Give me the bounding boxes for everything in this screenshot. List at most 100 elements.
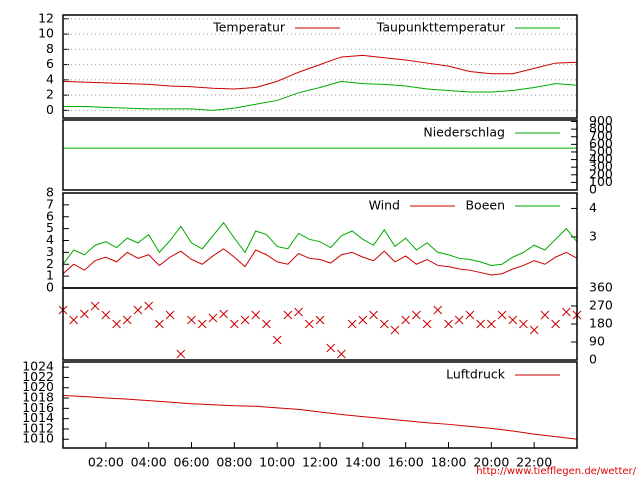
y-tick-label: 1016 <box>22 400 54 415</box>
series-line <box>63 80 578 111</box>
point <box>358 315 368 325</box>
point <box>465 310 475 320</box>
point <box>176 349 186 359</box>
legend-label: Boeen <box>465 198 505 213</box>
series-line <box>62 221 578 266</box>
series-line <box>62 54 578 90</box>
series-line <box>62 394 578 440</box>
point <box>112 319 121 329</box>
y-tick-label: 0 <box>46 102 54 117</box>
point <box>90 301 100 311</box>
y2-tick-label: 180 <box>589 316 613 331</box>
x-tick-label: 16:00 <box>388 455 424 470</box>
y-tick-label: 10 <box>38 26 54 41</box>
y-tick-label: 0 <box>46 280 54 295</box>
point <box>497 310 507 320</box>
point <box>155 319 164 329</box>
series-line <box>62 248 578 276</box>
point <box>529 325 539 335</box>
y-tick-label: 6 <box>46 56 54 71</box>
point <box>540 310 550 320</box>
panel-frame <box>62 287 578 361</box>
x-tick-label: 06:00 <box>173 455 209 470</box>
point <box>401 315 411 325</box>
point <box>379 319 389 329</box>
point <box>454 315 464 325</box>
y-tick-label: 5 <box>46 220 54 235</box>
y2-tick-label: 270 <box>589 298 613 313</box>
point <box>69 315 79 325</box>
point <box>101 310 111 320</box>
point <box>208 313 218 323</box>
y-tick-label: 2 <box>46 256 54 271</box>
y-tick-label: 1 <box>46 268 54 283</box>
y2-tick-label: 0 <box>589 352 597 367</box>
point <box>390 325 400 335</box>
y2-tick-label: 3 <box>589 228 597 243</box>
y-tick-label: 4 <box>46 71 54 86</box>
point <box>444 319 453 329</box>
footer-link: http://www.tiefflegen.de/wetter/ <box>476 466 636 477</box>
x-tick-label: 20:00 <box>473 455 509 470</box>
y-tick-label: 1024 <box>22 359 54 374</box>
y-tick-label: 1020 <box>22 379 54 394</box>
x-tick-label: 04:00 <box>131 455 167 470</box>
x-tick-label: 12:00 <box>302 455 338 470</box>
y2-tick-label: 360 <box>589 280 613 295</box>
y2-tick-label: 300 <box>589 159 613 174</box>
point <box>165 310 175 320</box>
point <box>197 319 207 329</box>
point <box>187 315 196 325</box>
legend-label: Temperatur <box>212 20 286 35</box>
point <box>272 335 282 345</box>
point <box>508 315 518 325</box>
point <box>476 319 485 329</box>
point <box>315 315 325 325</box>
y-tick-label: 1010 <box>22 431 54 446</box>
point <box>251 310 261 320</box>
y-tick-label: 8 <box>46 185 54 200</box>
y2-tick-label: 90 <box>589 334 605 349</box>
point <box>229 319 239 329</box>
point <box>133 305 143 315</box>
point <box>433 305 443 315</box>
point <box>337 349 346 359</box>
point <box>80 309 89 319</box>
point <box>283 310 293 320</box>
y-tick-label: 6 <box>46 208 54 223</box>
y-tick-label: 1014 <box>22 410 54 425</box>
legend-label: Niederschlag <box>423 125 505 140</box>
y-tick-label: 2 <box>46 87 54 102</box>
y-tick-label: 1012 <box>22 420 54 435</box>
point <box>422 319 432 329</box>
y2-tick-label: 200 <box>589 166 613 181</box>
y-tick-label: 8 <box>46 41 54 56</box>
y-tick-label: 3 <box>46 244 54 259</box>
x-tick-label: 22:00 <box>516 455 552 470</box>
point <box>144 301 154 311</box>
y2-tick-label: 600 <box>589 136 613 151</box>
y-tick-label: 1018 <box>22 390 54 405</box>
point <box>122 315 132 325</box>
x-tick-label: 08:00 <box>216 455 252 470</box>
point <box>551 319 560 329</box>
x-tick-label: 18:00 <box>430 455 466 470</box>
point <box>240 315 250 325</box>
legend-label: Luftdruck <box>446 367 506 382</box>
point <box>347 319 357 329</box>
y-tick-label: 7 <box>46 196 54 211</box>
point <box>369 310 378 320</box>
point <box>326 343 336 353</box>
x-tick-label: 02:00 <box>88 455 124 470</box>
panel-frame <box>62 119 578 191</box>
point <box>486 319 496 329</box>
y2-tick-label: 500 <box>589 143 613 158</box>
legend-label: Taupunkttemperatur <box>376 20 506 35</box>
panel-frame <box>62 14 578 119</box>
point <box>262 319 271 329</box>
point <box>412 310 421 320</box>
legend-label: Wind <box>369 198 400 213</box>
x-tick-label: 14:00 <box>345 455 381 470</box>
point <box>304 319 314 329</box>
